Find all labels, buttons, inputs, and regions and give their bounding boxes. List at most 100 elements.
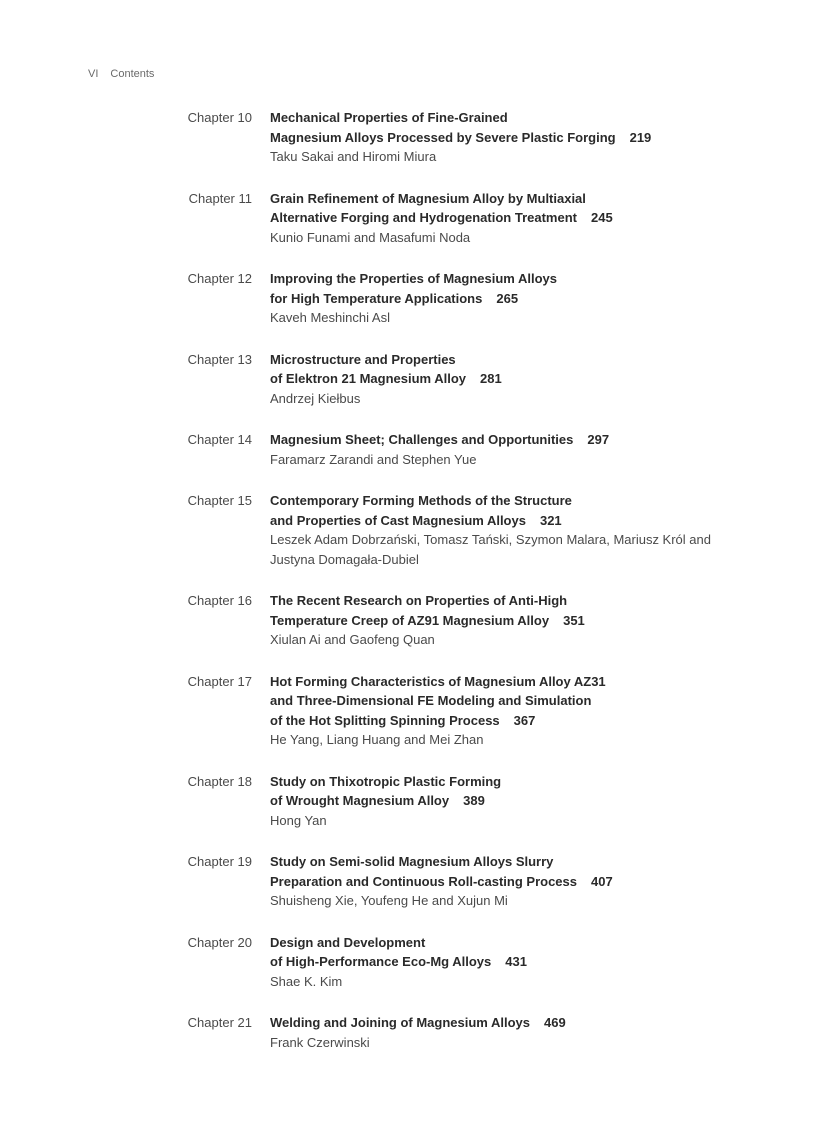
entry-title-line: Study on Semi-solid Magnesium Alloys Slu… bbox=[270, 852, 736, 872]
toc-entry: Chapter 14Magnesium Sheet; Challenges an… bbox=[178, 430, 736, 469]
entry-title-text: Welding and Joining of Magnesium Alloys bbox=[270, 1015, 530, 1030]
entry-title-line: Temperature Creep of AZ91 Magnesium Allo… bbox=[270, 611, 736, 631]
entry-title-text: of Elektron 21 Magnesium Alloy bbox=[270, 371, 466, 386]
entry-title-text: Study on Thixotropic Plastic Forming bbox=[270, 774, 501, 789]
page-number-header: VI bbox=[88, 68, 98, 80]
chapter-label: Chapter 12 bbox=[178, 269, 270, 328]
toc-entry: Chapter 15Contemporary Forming Methods o… bbox=[178, 491, 736, 569]
entry-body: Design and Development of High-Performanc… bbox=[270, 933, 736, 992]
entry-title-line: Preparation and Continuous Roll-casting … bbox=[270, 872, 736, 892]
entry-title-line: Grain Refinement of Magnesium Alloy by M… bbox=[270, 189, 736, 209]
toc-entry: Chapter 10Mechanical Properties of Fine-… bbox=[178, 108, 736, 167]
toc-entry: Chapter 19Study on Semi-solid Magnesium … bbox=[178, 852, 736, 911]
entry-title-text: Hot Forming Characteristics of Magnesium… bbox=[270, 674, 606, 689]
entry-title-text: Design and Development bbox=[270, 935, 425, 950]
entry-title-text: Alternative Forging and Hydrogenation Tr… bbox=[270, 210, 577, 225]
entry-title-text: and Three-Dimensional FE Modeling and Si… bbox=[270, 693, 591, 708]
entry-title-text: for High Temperature Applications bbox=[270, 291, 482, 306]
entry-body: Study on Semi-solid Magnesium Alloys Slu… bbox=[270, 852, 736, 911]
entry-page-number: 321 bbox=[540, 513, 562, 528]
entry-page-number: 351 bbox=[563, 613, 585, 628]
entry-title-text: Magnesium Alloys Processed by Severe Pla… bbox=[270, 130, 616, 145]
toc-entry: Chapter 11Grain Refinement of Magnesium … bbox=[178, 189, 736, 248]
entry-authors: Andrzej Kiełbus bbox=[270, 389, 736, 409]
section-label: Contents bbox=[110, 68, 154, 80]
entry-title-text: of High-Performance Eco-Mg Alloys bbox=[270, 954, 491, 969]
entry-authors: Xiulan Ai and Gaofeng Quan bbox=[270, 630, 736, 650]
entry-page-number: 431 bbox=[505, 954, 527, 969]
entry-page-number: 389 bbox=[463, 793, 485, 808]
entry-authors: Frank Czerwinski bbox=[270, 1033, 736, 1053]
entry-title-line: Welding and Joining of Magnesium Alloys 4… bbox=[270, 1013, 736, 1033]
entry-title-line: of the Hot Splitting Spinning Process 367 bbox=[270, 711, 736, 731]
entry-authors: Shuisheng Xie, Youfeng He and Xujun Mi bbox=[270, 891, 736, 911]
entry-body: Grain Refinement of Magnesium Alloy by M… bbox=[270, 189, 736, 248]
entry-title-text: Mechanical Properties of Fine-Grained bbox=[270, 110, 508, 125]
chapter-label: Chapter 13 bbox=[178, 350, 270, 409]
entry-title-line: The Recent Research on Properties of Ant… bbox=[270, 591, 736, 611]
entry-page-number: 469 bbox=[544, 1015, 566, 1030]
chapter-label: Chapter 15 bbox=[178, 491, 270, 569]
entry-authors: Taku Sakai and Hiromi Miura bbox=[270, 147, 736, 167]
entry-page-number: 297 bbox=[587, 432, 609, 447]
toc-entry: Chapter 18Study on Thixotropic Plastic F… bbox=[178, 772, 736, 831]
entry-authors: Kaveh Meshinchi Asl bbox=[270, 308, 736, 328]
entry-body: Welding and Joining of Magnesium Alloys 4… bbox=[270, 1013, 736, 1052]
toc-entry: Chapter 12Improving the Properties of Ma… bbox=[178, 269, 736, 328]
entry-body: Improving the Properties of Magnesium Al… bbox=[270, 269, 736, 328]
entry-title-text: Contemporary Forming Methods of the Stru… bbox=[270, 493, 572, 508]
entry-body: Mechanical Properties of Fine-Grained Mag… bbox=[270, 108, 736, 167]
entry-title-text: Magnesium Sheet; Challenges and Opportun… bbox=[270, 432, 573, 447]
toc-entry: Chapter 21Welding and Joining of Magnesi… bbox=[178, 1013, 736, 1052]
entry-title-line: Contemporary Forming Methods of the Stru… bbox=[270, 491, 736, 511]
entry-title-line: Hot Forming Characteristics of Magnesium… bbox=[270, 672, 736, 692]
entry-title-line: Study on Thixotropic Plastic Forming bbox=[270, 772, 736, 792]
entry-title-text: Temperature Creep of AZ91 Magnesium Allo… bbox=[270, 613, 549, 628]
entry-page-number: 265 bbox=[496, 291, 518, 306]
entry-body: Magnesium Sheet; Challenges and Opportun… bbox=[270, 430, 736, 469]
entry-title-text: Study on Semi-solid Magnesium Alloys Slu… bbox=[270, 854, 553, 869]
chapter-label: Chapter 20 bbox=[178, 933, 270, 992]
entry-body: The Recent Research on Properties of Ant… bbox=[270, 591, 736, 650]
entry-authors: Leszek Adam Dobrzański, Tomasz Tański, S… bbox=[270, 530, 736, 569]
chapter-label: Chapter 10 bbox=[178, 108, 270, 167]
entry-title-text: Grain Refinement of Magnesium Alloy by M… bbox=[270, 191, 586, 206]
entry-title-text: and Properties of Cast Magnesium Alloys bbox=[270, 513, 526, 528]
entry-title-line: Alternative Forging and Hydrogenation Tr… bbox=[270, 208, 736, 228]
toc-entry: Chapter 16The Recent Research on Propert… bbox=[178, 591, 736, 650]
entry-title-text: The Recent Research on Properties of Ant… bbox=[270, 593, 567, 608]
entry-authors: Kunio Funami and Masafumi Noda bbox=[270, 228, 736, 248]
entry-body: Hot Forming Characteristics of Magnesium… bbox=[270, 672, 736, 750]
chapter-label: Chapter 16 bbox=[178, 591, 270, 650]
entry-title-line: Improving the Properties of Magnesium Al… bbox=[270, 269, 736, 289]
entry-page-number: 407 bbox=[591, 874, 613, 889]
entry-page-number: 245 bbox=[591, 210, 613, 225]
entry-page-number: 281 bbox=[480, 371, 502, 386]
entry-title-line: of High-Performance Eco-Mg Alloys 431 bbox=[270, 952, 736, 972]
entry-title-text: Microstructure and Properties bbox=[270, 352, 456, 367]
entry-title-line: Design and Development bbox=[270, 933, 736, 953]
entry-title-text: Preparation and Continuous Roll-casting … bbox=[270, 874, 577, 889]
entry-body: Contemporary Forming Methods of the Stru… bbox=[270, 491, 736, 569]
chapter-label: Chapter 14 bbox=[178, 430, 270, 469]
entry-title-line: and Properties of Cast Magnesium Alloys 3… bbox=[270, 511, 736, 531]
toc-entry: Chapter 17Hot Forming Characteristics of… bbox=[178, 672, 736, 750]
entry-page-number: 367 bbox=[514, 713, 536, 728]
entry-title-line: of Wrought Magnesium Alloy389 bbox=[270, 791, 736, 811]
entry-body: Study on Thixotropic Plastic Forming of W… bbox=[270, 772, 736, 831]
entry-title-text: of the Hot Splitting Spinning Process bbox=[270, 713, 500, 728]
entry-title-text: Improving the Properties of Magnesium Al… bbox=[270, 271, 557, 286]
toc-entry: Chapter 20Design and Development of High-… bbox=[178, 933, 736, 992]
chapter-label: Chapter 17 bbox=[178, 672, 270, 750]
entry-title-line: of Elektron 21 Magnesium Alloy 281 bbox=[270, 369, 736, 389]
entry-title-line: Magnesium Sheet; Challenges and Opportun… bbox=[270, 430, 736, 450]
entry-authors: He Yang, Liang Huang and Mei Zhan bbox=[270, 730, 736, 750]
entry-authors: Shae K. Kim bbox=[270, 972, 736, 992]
entry-title-line: for High Temperature Applications 265 bbox=[270, 289, 736, 309]
chapter-label: Chapter 21 bbox=[178, 1013, 270, 1052]
entry-page-number: 219 bbox=[630, 130, 652, 145]
entry-authors: Faramarz Zarandi and Stephen Yue bbox=[270, 450, 736, 470]
chapter-label: Chapter 11 bbox=[178, 189, 270, 248]
entry-title-line: Magnesium Alloys Processed by Severe Pla… bbox=[270, 128, 736, 148]
toc-entry: Chapter 13Microstructure and Properties o… bbox=[178, 350, 736, 409]
